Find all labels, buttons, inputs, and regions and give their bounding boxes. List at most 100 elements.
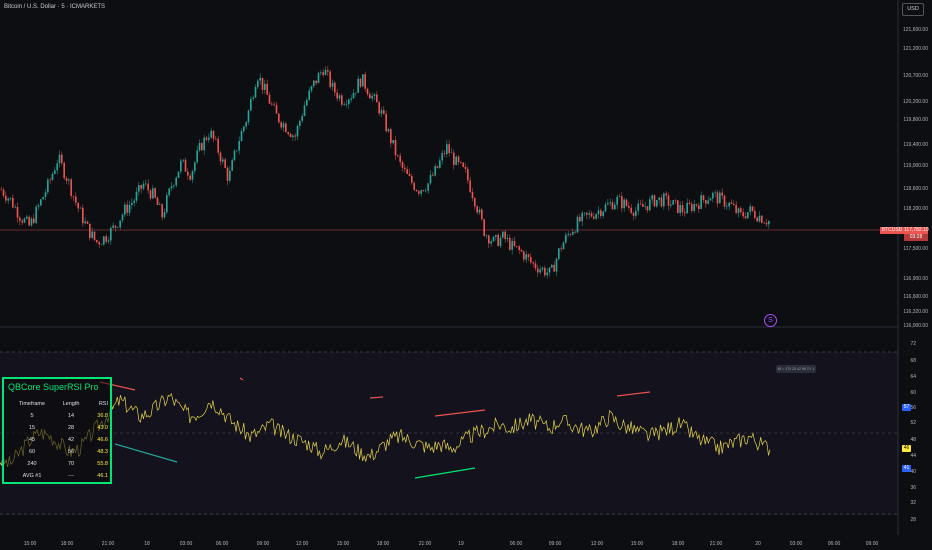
candle-body bbox=[268, 94, 271, 104]
candle-body bbox=[14, 206, 16, 208]
candle-body bbox=[140, 185, 142, 189]
current-price-tag: 117,782.10 bbox=[904, 227, 929, 234]
candle-body bbox=[658, 197, 660, 201]
candle-body bbox=[623, 199, 625, 209]
legend-row: 240 70 55.8 bbox=[6, 458, 110, 470]
candle-body bbox=[350, 98, 352, 100]
candle-body bbox=[296, 125, 299, 137]
candle-body bbox=[450, 152, 453, 154]
candle-body bbox=[406, 169, 408, 174]
candle-body bbox=[271, 103, 273, 105]
candle-body bbox=[303, 105, 306, 116]
price-axis-label: 119,800.00 bbox=[903, 117, 928, 123]
candle-body bbox=[714, 192, 716, 193]
price-axis-label: 120,200.00 bbox=[902, 99, 928, 105]
legend-row: 45 42 46.6 bbox=[6, 434, 110, 446]
candle-body bbox=[595, 213, 597, 219]
candle-body bbox=[628, 205, 630, 208]
candle-body bbox=[534, 263, 537, 269]
candle-body bbox=[100, 244, 103, 245]
rsi-axis-label: 32 bbox=[910, 500, 916, 506]
candle-body bbox=[707, 200, 709, 204]
candle-body bbox=[551, 264, 553, 268]
candle-body bbox=[217, 138, 219, 153]
candle-body bbox=[376, 94, 378, 103]
candle-body bbox=[159, 204, 161, 205]
candle-body bbox=[394, 140, 397, 156]
candle-body bbox=[698, 205, 700, 209]
candle-body bbox=[502, 231, 504, 238]
candle-body bbox=[644, 206, 646, 207]
candle-body bbox=[730, 202, 733, 204]
candle-body bbox=[758, 215, 761, 222]
candle-body bbox=[149, 190, 152, 199]
rsi-axis-label: 44 bbox=[910, 453, 916, 459]
candle-body bbox=[607, 203, 609, 205]
rsi-axis-label: 68 bbox=[910, 358, 916, 364]
time-axis-label: 15:00 bbox=[336, 541, 350, 547]
price-axis-label: 118,600.00 bbox=[903, 186, 928, 192]
time-axis-label: 21:00 bbox=[418, 541, 432, 547]
candle-body bbox=[488, 235, 490, 244]
legend-row: 60 56 48.3 bbox=[6, 446, 110, 458]
price-axis-label: 120,700.00 bbox=[902, 73, 928, 79]
candle-body bbox=[2, 189, 5, 196]
candle-body bbox=[348, 99, 350, 105]
candle-body bbox=[646, 206, 649, 211]
price-axis-label: 116,600.00 bbox=[903, 294, 928, 300]
time-axis-label: 06:00 bbox=[827, 541, 841, 547]
currency-button[interactable]: USD bbox=[902, 3, 924, 16]
divergence-line bbox=[434, 409, 486, 417]
candle-body bbox=[387, 129, 390, 132]
candle-body bbox=[478, 209, 481, 213]
candle-body bbox=[96, 240, 98, 243]
candle-body bbox=[338, 95, 341, 99]
candle-body bbox=[728, 202, 730, 207]
candle-body bbox=[5, 195, 7, 201]
candle-body bbox=[651, 195, 653, 200]
candle-body bbox=[663, 193, 665, 207]
candle-body bbox=[243, 126, 245, 131]
time-axis-label: 12:00 bbox=[590, 541, 604, 547]
legend-title: QBCore SuperRSI Pro bbox=[8, 382, 99, 392]
candle-body bbox=[189, 175, 191, 180]
candle-body bbox=[441, 153, 443, 161]
candle-body bbox=[609, 202, 611, 204]
candle-body bbox=[420, 190, 422, 194]
indicator-symbol-icon[interactable]: S bbox=[764, 314, 777, 327]
candle-body bbox=[756, 217, 758, 222]
candle-body bbox=[163, 212, 166, 218]
candle-body bbox=[373, 94, 376, 96]
candle-body bbox=[385, 113, 387, 132]
candle-body bbox=[30, 218, 33, 226]
candle-body bbox=[75, 196, 77, 203]
rsi-tag-upper: 57 bbox=[902, 404, 911, 411]
candle-body bbox=[492, 236, 495, 242]
candle-body bbox=[252, 97, 254, 99]
rsi-tag-current: 46 bbox=[902, 445, 911, 452]
candle-body bbox=[68, 179, 70, 181]
candle-body bbox=[378, 102, 380, 114]
candle-body bbox=[408, 173, 411, 176]
candle-body bbox=[401, 161, 404, 168]
candle-body bbox=[329, 71, 331, 87]
candle-body bbox=[156, 197, 159, 205]
price-axis-label: 119,000.00 bbox=[903, 163, 928, 169]
candle-body bbox=[639, 203, 642, 205]
candle-body bbox=[128, 205, 131, 213]
divergence-line bbox=[369, 396, 384, 399]
candle-body bbox=[635, 210, 637, 216]
candle-body bbox=[474, 198, 476, 207]
candle-body bbox=[254, 87, 257, 98]
candle-body bbox=[86, 221, 89, 224]
candle-body bbox=[691, 204, 693, 211]
candle-body bbox=[219, 152, 222, 162]
candle-body bbox=[705, 200, 707, 204]
legend-header-length: Length bbox=[62, 401, 80, 407]
candle-body bbox=[574, 231, 576, 233]
time-axis-label: 18:00 bbox=[60, 541, 74, 547]
candle-body bbox=[205, 137, 208, 140]
candle-body bbox=[768, 221, 770, 225]
candle-body bbox=[448, 144, 450, 153]
